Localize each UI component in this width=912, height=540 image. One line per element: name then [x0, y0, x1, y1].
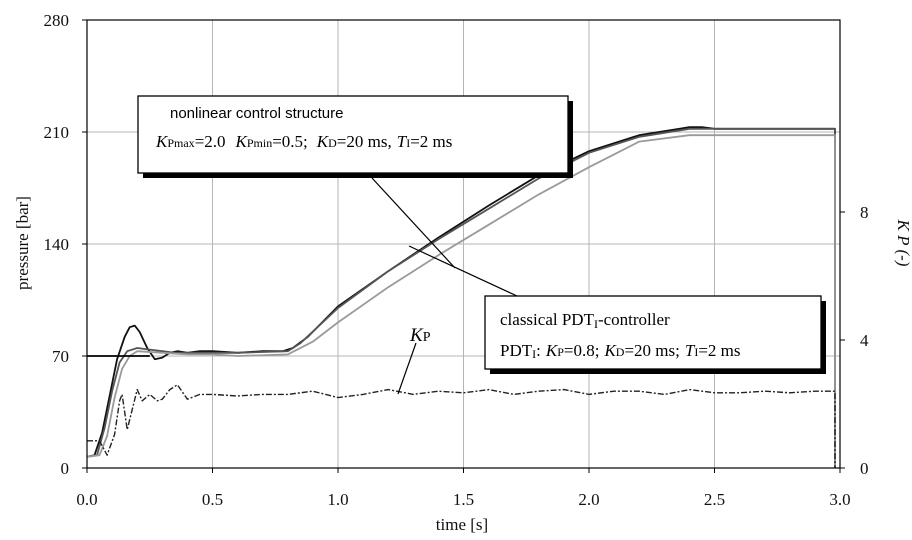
- leader-classical: [408, 245, 518, 297]
- y-tick-label-right: 0: [860, 459, 869, 478]
- series-group: [86, 126, 836, 468]
- x-tick-label: 2.0: [578, 490, 599, 509]
- plot-border: [86, 19, 841, 469]
- x-tick-label: 3.0: [829, 490, 850, 509]
- x-tick-label: 2.5: [704, 490, 725, 509]
- y-tick-label-right: 4: [860, 331, 869, 350]
- annotation-classical-params: PDTI: KP=0.8; KD=20 ms; TI=2 ms: [500, 341, 741, 361]
- annotation-classical: classical PDTI-controller PDTI: KP=0.8; KD…: [484, 295, 826, 374]
- grid: [87, 20, 840, 468]
- y-axis-label-right: K P (-): [894, 219, 912, 267]
- x-tick-label: 1.0: [327, 490, 348, 509]
- y-tick-label-left: 140: [44, 235, 70, 254]
- annotation-classical-title: classical PDTI-controller: [500, 310, 670, 331]
- annotation-nonlinear-title: nonlinear control structure: [170, 105, 343, 122]
- annotation-nonlinear: nonlinear control structure KPmax=2.0 KPm…: [137, 95, 573, 178]
- kp-series-label: KP: [409, 325, 431, 346]
- x-tick-label: 0.0: [76, 490, 97, 509]
- x-axis-label: time [s]: [436, 515, 488, 534]
- tick-labels: 0.0 0.5 1.0 1.5 2.0 2.5 3.0 0 70 140 210 280 0 4 8: [44, 11, 870, 509]
- y-tick-label-left: 210: [44, 123, 70, 142]
- series-line-5: [87, 384, 836, 468]
- x-tick-label: 0.5: [202, 490, 223, 509]
- annotation-nonlinear-params: KPmax=2.0 KPmin=0.5; KD=20 ms, TI=2 ms: [155, 132, 452, 151]
- y-tick-label-left: 70: [52, 347, 69, 366]
- leader-nonlinear: [371, 177, 456, 269]
- x-tick-label: 1.5: [453, 490, 474, 509]
- series-line-3: [86, 134, 836, 468]
- plot-frame: [82, 19, 845, 473]
- series-line-2: [86, 127, 836, 468]
- y-axis-label-left: pressure [bar]: [13, 196, 32, 290]
- y-tick-label-right: 8: [860, 203, 869, 222]
- y-tick-label-left: 0: [61, 459, 70, 478]
- leader-kp: [397, 342, 417, 395]
- y-tick-label-left: 280: [44, 11, 70, 30]
